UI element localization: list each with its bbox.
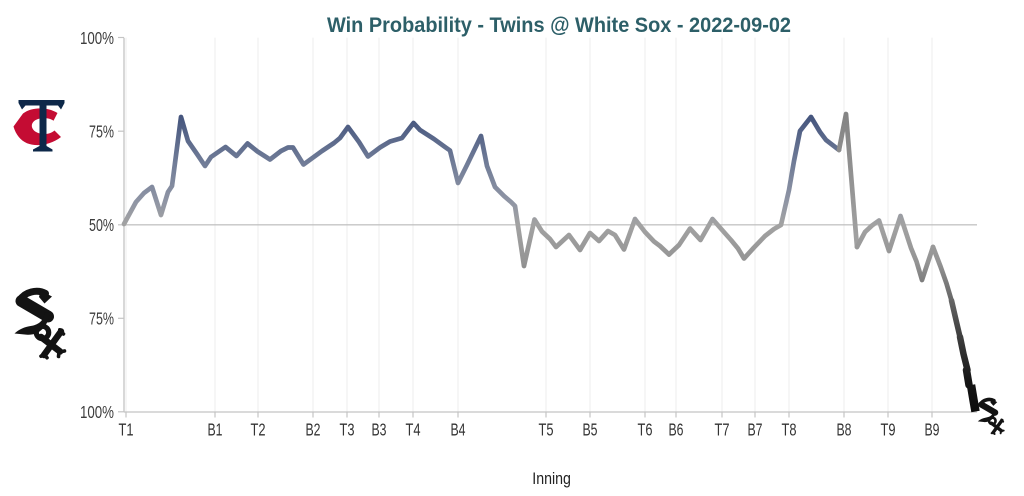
svg-text:B6: B6 <box>669 420 684 440</box>
svg-text:100%: 100% <box>80 402 114 422</box>
svg-text:T2: T2 <box>251 420 266 440</box>
svg-text:Win Probability - Twins @ Whit: Win Probability - Twins @ White Sox - 20… <box>327 14 791 37</box>
svg-text:T8: T8 <box>782 420 797 440</box>
svg-text:Inning: Inning <box>532 469 571 488</box>
svg-text:75%: 75% <box>89 309 114 329</box>
svg-text:B1: B1 <box>208 420 223 440</box>
svg-text:T4: T4 <box>406 420 421 440</box>
svg-text:T9: T9 <box>881 420 896 440</box>
svg-text:T7: T7 <box>715 420 730 440</box>
svg-text:T1: T1 <box>119 420 134 440</box>
svg-text:B9: B9 <box>925 420 940 440</box>
svg-text:T5: T5 <box>539 420 554 440</box>
svg-text:50%: 50% <box>89 215 114 235</box>
svg-text:B5: B5 <box>583 420 598 440</box>
svg-text:B7: B7 <box>748 420 763 440</box>
svg-text:T6: T6 <box>638 420 653 440</box>
svg-text:T3: T3 <box>340 420 355 440</box>
svg-text:75%: 75% <box>89 122 114 142</box>
svg-text:B8: B8 <box>837 420 852 440</box>
svg-text:B4: B4 <box>451 420 466 440</box>
svg-text:100%: 100% <box>80 28 114 48</box>
svg-text:B2: B2 <box>306 420 321 440</box>
svg-text:B3: B3 <box>372 420 387 440</box>
